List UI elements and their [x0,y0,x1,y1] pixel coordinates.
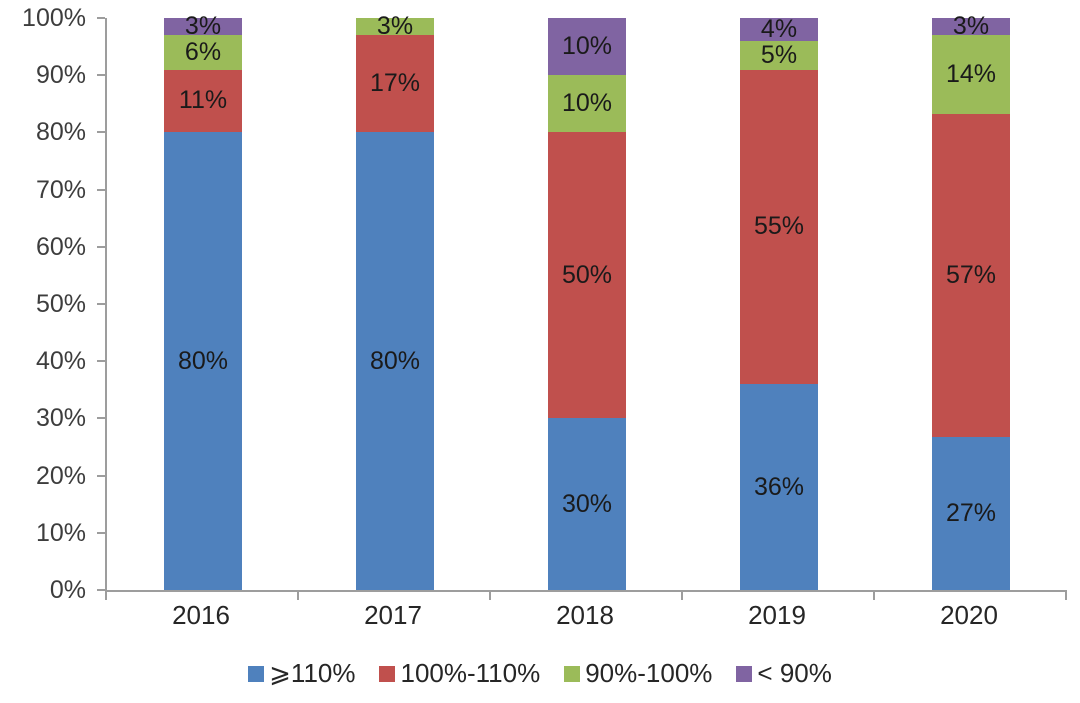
data-label: 55% [753,212,805,241]
data-label: 4% [760,14,798,43]
data-label: 80% [369,346,421,375]
legend-item: < 90% [736,658,832,689]
y-axis-tick-label: 70% [35,175,86,204]
x-axis-tick [105,592,107,600]
y-axis-tick [97,360,105,363]
y-axis-tick [97,531,105,534]
stacked-bar-2018: 30% 50% 10% 10% [548,18,626,590]
data-label: 3% [184,12,222,41]
x-axis-category-label: 2020 [940,600,998,630]
y-axis-tick-label: 50% [35,290,86,318]
legend-item: 90%-100% [564,658,712,689]
bar-segment: 55% [740,69,818,385]
legend-swatch-icon [379,665,396,682]
data-label: 17% [369,69,421,98]
bar-segment: 30% [548,418,626,590]
bar-segment: 36% [740,384,818,590]
stacked-bar-2020: 27% 57% 14% 3% [932,14,1010,590]
y-axis-tick [97,131,105,134]
bar-segment: 6% [164,35,242,70]
legend-label: < 90% [757,658,832,688]
y-axis-tick [97,74,105,77]
bar-segment: 27% [932,437,1010,590]
y-axis-tick [97,245,105,248]
y-axis-tick-label: 10% [35,518,86,547]
y-axis-tick-label: 100% [22,4,86,32]
data-label: 27% [945,499,997,528]
data-label: 3% [952,12,990,41]
bar-segment: 10% [548,75,626,133]
y-axis-tick-label: 30% [35,404,86,433]
legend-item: ⩾110% [248,658,355,689]
x-axis-tick [297,592,299,600]
chart-legend: ⩾110% 100%-110% 90%-100% < 90% [0,658,1080,689]
y-axis-tick-label: 60% [35,232,86,261]
y-axis-tick-label: 40% [35,347,86,376]
data-label: 36% [753,472,805,501]
plot-area: 80% 11% 6% 3% 80% 17% 3% 30% 50% 10% 10% 36% 55% 5% 4%… [97,14,1067,600]
y-axis-tick-label: 90% [35,61,86,90]
x-axis-tick [873,592,875,600]
x-axis-category-label: 2016 [172,600,230,630]
data-label: 10% [561,89,613,118]
y-axis-tick-label: 0% [49,576,86,604]
legend-label: 90%-100% [585,658,713,688]
data-label: 10% [561,32,613,61]
x-axis-tick [489,592,491,600]
bar-segment: 80% [164,132,242,590]
bar-segment: 11% [164,69,242,133]
legend-label: 100%-110% [400,658,541,688]
data-label: 50% [561,260,613,289]
data-label: 6% [184,37,222,66]
legend-label: ⩾110% [269,658,356,688]
stacked-bar-2017: 80% 17% 3% [356,14,434,590]
stacked-bar-2016: 80% 11% 6% 3% [164,14,242,590]
bar-segment: 5% [740,40,818,70]
y-axis-tick [97,188,105,191]
x-axis-category-label: 2017 [364,600,422,630]
bar-segment: 4% [740,14,818,43]
y-axis-tick [97,17,105,19]
bar-segment: 80% [356,132,434,590]
y-axis-tick [97,589,105,591]
bar-segment: 14% [932,35,1010,115]
legend-swatch-icon [248,665,265,682]
y-axis-tick [97,474,105,477]
data-label: 3% [376,12,414,41]
data-label: 30% [561,489,613,518]
legend-item: 100%-110% [379,658,540,689]
y-axis-tick [97,417,105,420]
x-axis-category-label: 2018 [556,600,614,630]
x-axis-category-label: 2019 [748,600,806,630]
data-label: 57% [945,261,997,290]
data-label: 80% [177,346,229,375]
legend-swatch-icon [564,665,581,682]
x-axis-tick [1065,592,1067,600]
bar-segment: 10% [548,18,626,76]
y-axis-tick [97,303,105,305]
legend-swatch-icon [736,665,753,682]
bar-segment: 57% [932,114,1010,438]
bar-segment: 50% [548,132,626,419]
bar-segment: 3% [932,14,1010,39]
data-label: 14% [945,60,997,89]
y-axis-tick-label: 20% [35,461,86,490]
bar-segment: 17% [356,35,434,133]
data-label: 5% [760,40,798,69]
bar-segment: 3% [356,14,434,39]
bar-segment: 3% [164,14,242,39]
y-axis-tick-label: 80% [35,118,86,147]
x-axis-tick [681,592,683,600]
stacked-bar-2019: 36% 55% 5% 4% [740,14,818,590]
data-label: 11% [178,86,228,115]
